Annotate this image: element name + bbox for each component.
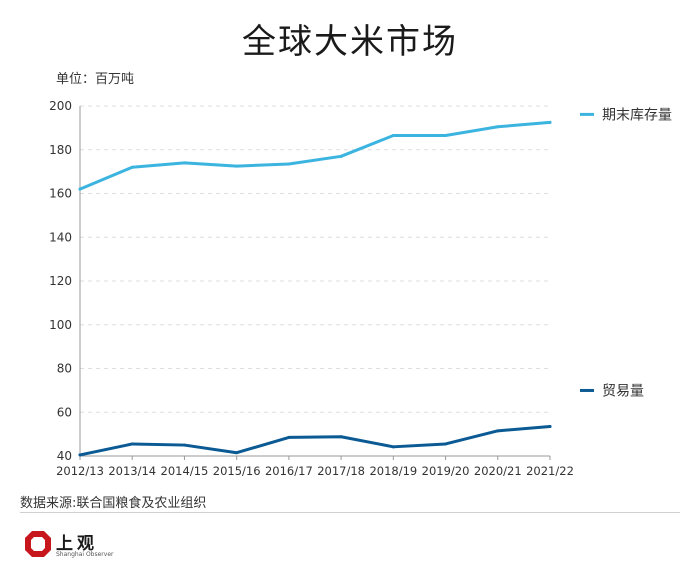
- grid-lines: [80, 105, 550, 413]
- data-point: [444, 134, 448, 138]
- data-point: [287, 435, 291, 439]
- data-point: [235, 451, 239, 455]
- line-chart: 40 60 80 100 120 140 160 180 200 2012/13 2013/14 20…: [49, 99, 672, 478]
- logo-subtitle: Shanghai Observer: [56, 551, 114, 558]
- logo-octagon-icon: [25, 531, 51, 557]
- x-tick-label: 2012/13: [56, 464, 104, 478]
- chart-title: 全球大米市场: [242, 22, 458, 62]
- x-tick-label: 2015/16: [213, 464, 261, 478]
- data-point: [391, 445, 395, 449]
- series-line-0: [78, 120, 552, 191]
- data-point: [548, 120, 552, 124]
- data-point: [339, 154, 343, 158]
- data-point: [182, 443, 186, 447]
- y-tick-label: 160: [49, 187, 72, 201]
- series-line-1: [78, 424, 552, 457]
- footer-divider: [20, 512, 680, 513]
- x-tick-label: 2018/19: [369, 464, 417, 478]
- data-point: [444, 442, 448, 446]
- data-point: [182, 161, 186, 165]
- legend-label: 贸易量: [602, 383, 644, 399]
- x-tick-label: 2016/17: [265, 464, 313, 478]
- x-tick-label: 2014/15: [161, 464, 209, 478]
- x-tick-label: 2017/18: [317, 464, 365, 478]
- data-point: [391, 134, 395, 138]
- y-tick-label: 140: [49, 230, 72, 244]
- data-point: [339, 435, 343, 439]
- data-point: [130, 165, 134, 169]
- y-tick-label: 80: [57, 362, 72, 376]
- data-source: 数据来源:联合国粮食及农业组织: [20, 496, 207, 511]
- y-tick-label: 180: [49, 143, 72, 157]
- data-point: [496, 125, 500, 129]
- data-point: [548, 424, 552, 428]
- data-point: [235, 164, 239, 168]
- logo-name: 上观: [56, 534, 98, 554]
- data-point: [78, 187, 82, 191]
- y-tick-label: 120: [49, 274, 72, 288]
- data-point: [130, 442, 134, 446]
- x-tick-label: 2021/22: [526, 464, 574, 478]
- legend-label: 期末库存量: [602, 107, 672, 123]
- data-point: [496, 429, 500, 433]
- unit-label: 单位：百万吨: [56, 72, 135, 87]
- series-lines: [78, 120, 552, 457]
- y-tick-label: 200: [49, 99, 72, 113]
- brand-logo: 上观 Shanghai Observer: [24, 527, 134, 567]
- x-tick-label: 2013/14: [108, 464, 156, 478]
- x-tick-label: 2020/21: [474, 464, 522, 478]
- y-tick-label: 40: [57, 449, 72, 463]
- y-tick-label: 100: [49, 318, 72, 332]
- data-point: [287, 162, 291, 166]
- x-tick-label: 2019/20: [422, 464, 470, 478]
- data-point: [78, 453, 82, 457]
- y-tick-label: 60: [57, 405, 72, 419]
- axes: 40 60 80 100 120 140 160 180 200 2012/13 2013/14 20…: [49, 99, 574, 478]
